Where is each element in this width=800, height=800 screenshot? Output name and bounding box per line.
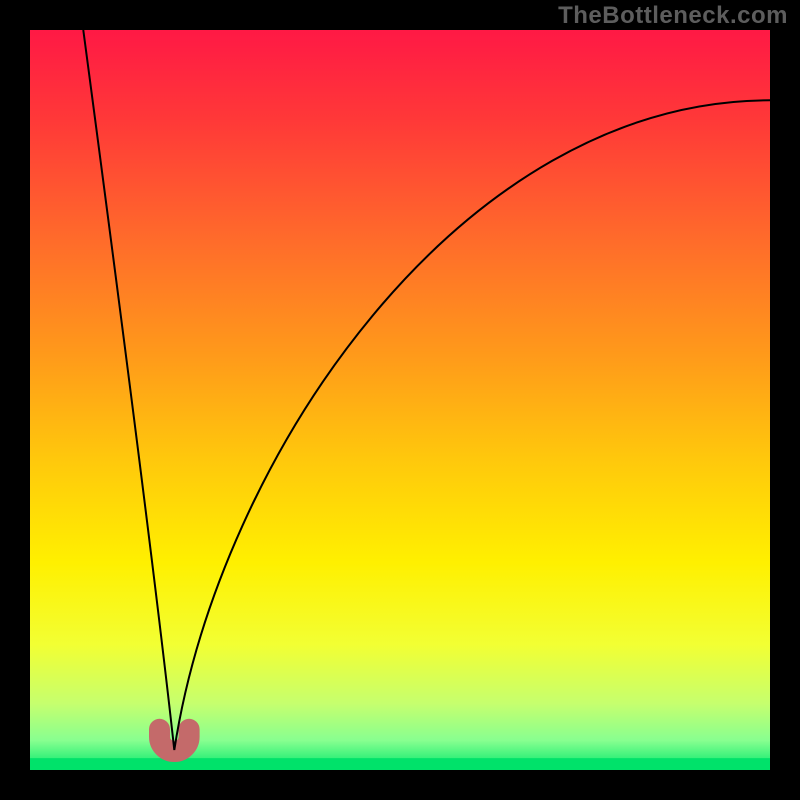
gradient-background	[30, 30, 770, 770]
plot-svg	[30, 30, 770, 770]
bottom-green-strip	[30, 758, 770, 770]
plot-area	[30, 30, 770, 770]
chart-frame: TheBottleneck.com	[0, 0, 800, 800]
watermark-text: TheBottleneck.com	[558, 2, 788, 30]
